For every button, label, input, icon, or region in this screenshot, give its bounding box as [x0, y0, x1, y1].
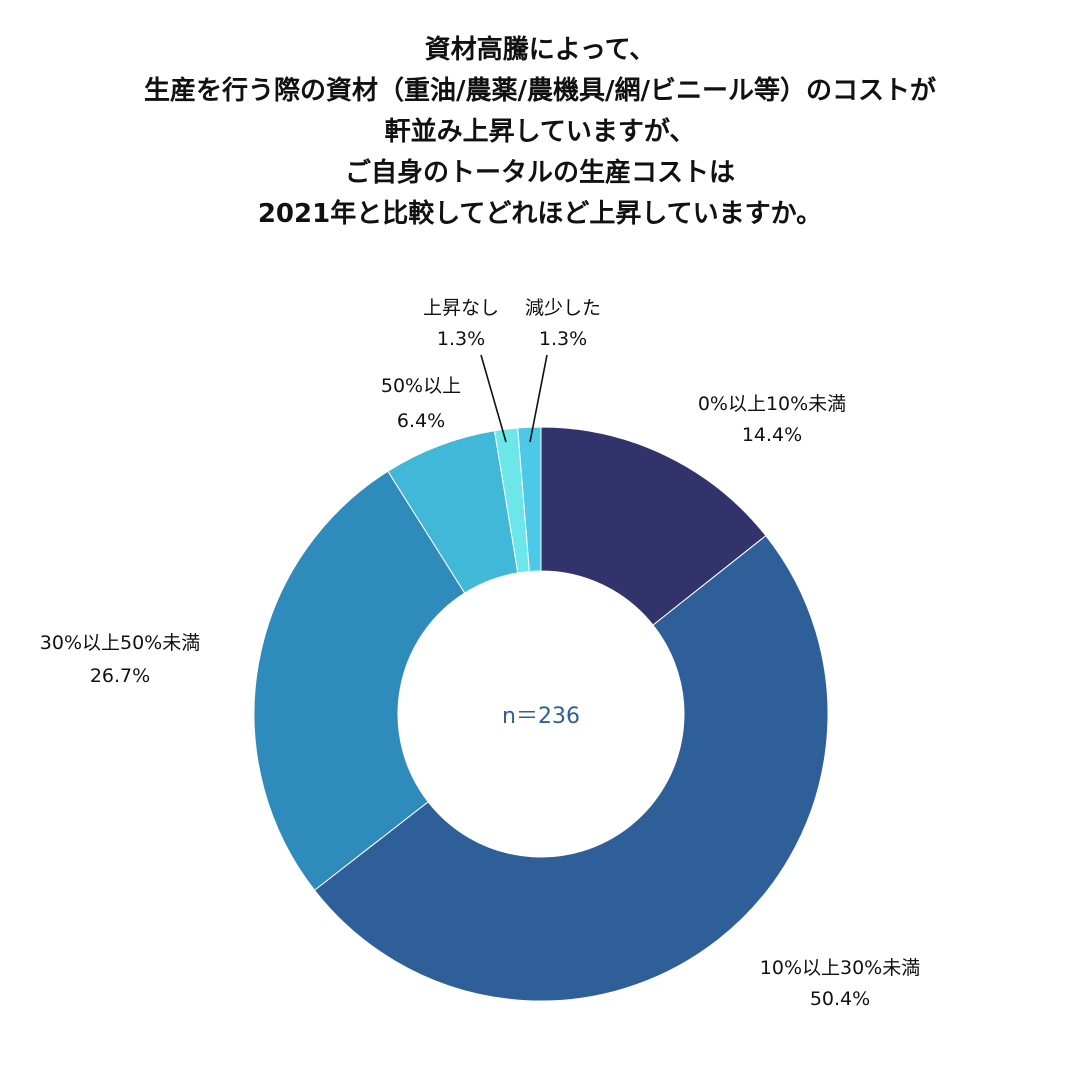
title-line-1: 資材高騰によって、 — [424, 35, 656, 65]
slice-value-label: 1.3% — [437, 328, 485, 350]
slice-category-label: 0%以上10%未満 — [698, 393, 846, 415]
sample-size-label: n＝236 — [502, 704, 580, 729]
leader-line — [480, 354, 507, 443]
slice-category-label: 30%以上50%未満 — [40, 632, 200, 654]
donut-slices — [253, 426, 829, 1002]
leader-line — [529, 354, 548, 443]
title-line-3: 軒並み上昇していますが、 — [384, 117, 696, 147]
slice-value-label: 50.4% — [810, 988, 870, 1010]
title-line-5: 2021年と比較してどれほど上昇していますか。 — [257, 199, 823, 229]
donut-slice — [540, 426, 767, 626]
donut-slice — [313, 534, 829, 1002]
slice-category-label: 10%以上30%未満 — [760, 957, 920, 979]
slice-category-label: 50%以上 — [381, 375, 461, 397]
chart-title: 資材高騰によって、 生産を行う際の資材（重油/農薬/農機具/網/ビニール等）のコ… — [40, 30, 1040, 235]
slice-value-label: 6.4% — [397, 410, 445, 432]
slice-category-label: 減少した — [525, 297, 601, 319]
slice-value-label: 14.4% — [742, 424, 802, 446]
slice-labels: 0%以上10%未満 14.4% 10%以上30%未満 50.4% 30%以上50%未満 2… — [40, 297, 920, 1010]
title-line-4: ご自身のトータルの生産コストは — [344, 158, 735, 188]
donut-slice — [517, 426, 542, 573]
leader-lines — [480, 354, 548, 443]
slice-category-label: 上昇なし — [423, 297, 499, 319]
slice-value-label: 26.7% — [90, 665, 150, 687]
title-line-2: 生産を行う際の資材（重油/農薬/農機具/網/ビニール等）のコストが — [144, 76, 936, 106]
slice-value-label: 1.3% — [539, 328, 587, 350]
donut-slice — [253, 470, 466, 891]
